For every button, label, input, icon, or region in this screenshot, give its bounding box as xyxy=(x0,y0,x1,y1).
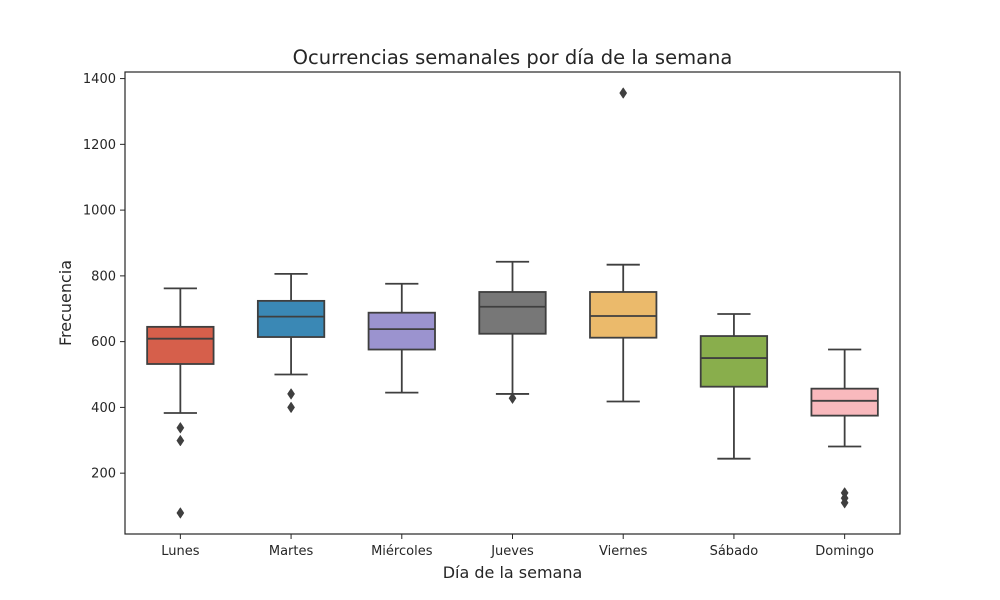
y-tick-label: 400 xyxy=(91,401,116,416)
y-axis: 200 400 600 800 1000 1200 1400 xyxy=(83,72,125,482)
x-tick-label: Jueves xyxy=(490,544,534,559)
box-1 xyxy=(256,272,326,414)
outlier-point xyxy=(176,434,185,447)
y-tick-label: 1000 xyxy=(83,204,116,219)
iqr-box xyxy=(256,299,326,338)
boxes-group xyxy=(146,87,879,519)
box-5 xyxy=(699,313,769,460)
outlier-point xyxy=(176,507,185,519)
x-tick-label: Domingo xyxy=(815,544,874,559)
outlier-point xyxy=(176,421,185,434)
outlier-point xyxy=(287,388,295,400)
x-axis-label: Día de la semana xyxy=(443,563,583,582)
iqr-box xyxy=(810,387,879,417)
iqr-box xyxy=(589,291,658,339)
iqr-box xyxy=(478,291,547,335)
box-2 xyxy=(367,282,436,394)
y-tick-label: 1400 xyxy=(83,72,116,87)
outlier-point xyxy=(287,401,295,414)
box-0 xyxy=(146,287,215,519)
x-tick-label: Sábado xyxy=(710,544,759,559)
iqr-box xyxy=(146,325,215,365)
outlier-point xyxy=(508,392,517,405)
y-tick-label: 200 xyxy=(91,467,116,482)
box-6 xyxy=(810,348,879,509)
x-tick-label: Viernes xyxy=(599,544,648,559)
chart-title: Ocurrencias semanales por día de la sema… xyxy=(293,46,733,69)
x-tick-label: Miércoles xyxy=(371,544,433,559)
y-tick-label: 1200 xyxy=(83,138,116,153)
outlier-point xyxy=(840,496,849,509)
x-axis: Lunes Martes Miércoles Jueves Viernes Sábado D… xyxy=(161,534,874,559)
iqr-box xyxy=(367,311,436,351)
x-tick-label: Martes xyxy=(269,544,314,559)
box-3 xyxy=(478,260,547,405)
y-tick-label: 600 xyxy=(91,335,116,350)
y-axis-label: Frecuencia xyxy=(56,260,75,346)
x-tick-label: Lunes xyxy=(161,544,199,559)
outlier-point xyxy=(619,87,628,99)
box-4 xyxy=(589,87,658,403)
y-tick-label: 800 xyxy=(91,269,116,284)
iqr-box xyxy=(699,335,769,388)
